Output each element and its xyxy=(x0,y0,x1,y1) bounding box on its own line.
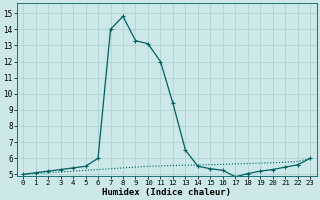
X-axis label: Humidex (Indice chaleur): Humidex (Indice chaleur) xyxy=(102,188,231,197)
